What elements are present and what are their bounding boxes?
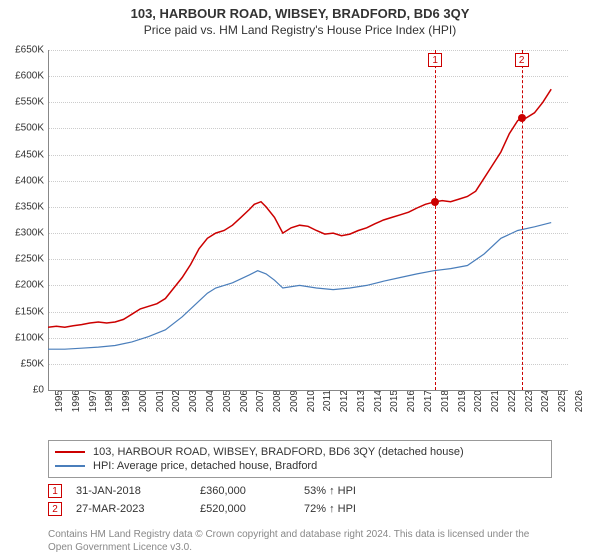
series-line-0 — [48, 89, 551, 327]
sale-marker-box: 1 — [428, 53, 442, 67]
y-tick-label: £650K — [15, 45, 48, 56]
x-tick-label: 2015 — [387, 390, 400, 412]
sale-marker-dot — [518, 114, 526, 122]
x-tick-label: 2017 — [421, 390, 434, 412]
x-tick-label: 2014 — [371, 390, 384, 412]
x-tick-label: 2020 — [471, 390, 484, 412]
x-tick-label: 2000 — [136, 390, 149, 412]
x-tick-label: 2018 — [438, 390, 451, 412]
chart-title: 103, HARBOUR ROAD, WIBSEY, BRADFORD, BD6… — [0, 0, 600, 21]
x-tick-label: 2023 — [522, 390, 535, 412]
legend-row: HPI: Average price, detached house, Brad… — [55, 459, 545, 473]
plot-area: £0£50K£100K£150K£200K£250K£300K£350K£400… — [48, 50, 568, 390]
y-tick-label: £250K — [15, 254, 48, 265]
y-tick-label: £0 — [33, 385, 48, 396]
x-tick-label: 2025 — [555, 390, 568, 412]
x-tick-label: 2009 — [287, 390, 300, 412]
y-tick-label: £100K — [15, 332, 48, 343]
x-tick-label: 2010 — [304, 390, 317, 412]
x-axis — [48, 390, 568, 391]
sale-marker-line — [435, 50, 436, 390]
sale-marker-dot — [431, 198, 439, 206]
x-tick-label: 2019 — [455, 390, 468, 412]
sale-index-box: 2 — [48, 502, 62, 516]
legend-label: 103, HARBOUR ROAD, WIBSEY, BRADFORD, BD6… — [93, 446, 464, 458]
sale-row: 1 31-JAN-2018 £360,000 53% ↑ HPI — [48, 482, 552, 500]
sale-date: 31-JAN-2018 — [76, 485, 186, 497]
chart-container: 103, HARBOUR ROAD, WIBSEY, BRADFORD, BD6… — [0, 0, 600, 560]
y-tick-label: £600K — [15, 71, 48, 82]
x-tick-label: 2026 — [572, 390, 585, 412]
y-tick-label: £500K — [15, 123, 48, 134]
x-tick-label: 2011 — [320, 390, 333, 412]
x-tick-label: 1999 — [119, 390, 132, 412]
chart-region: £0 £50K £100K £150K £200K £250K £300K £350K £400… — [0, 42, 600, 432]
x-tick-label: 1997 — [86, 390, 99, 412]
legend-row: 103, HARBOUR ROAD, WIBSEY, BRADFORD, BD6… — [55, 445, 545, 459]
y-tick-label: £200K — [15, 280, 48, 291]
sale-marker-line — [522, 50, 523, 390]
sales-table: 1 31-JAN-2018 £360,000 53% ↑ HPI 2 27-MAR-202… — [48, 482, 552, 518]
x-tick-label: 2012 — [337, 390, 350, 412]
x-tick-label: 2024 — [538, 390, 551, 412]
y-tick-label: £50K — [21, 358, 48, 369]
x-tick-label: 2007 — [253, 390, 266, 412]
legend-label: HPI: Average price, detached house, Brad… — [93, 460, 317, 472]
sale-note: 72% ↑ HPI — [304, 503, 356, 515]
legend-swatch — [55, 465, 85, 467]
x-tick-label: 1995 — [52, 390, 65, 412]
x-tick-label: 2004 — [203, 390, 216, 412]
y-tick-label: £450K — [15, 149, 48, 160]
y-tick-label: £350K — [15, 201, 48, 212]
x-tick-label: 2022 — [505, 390, 518, 412]
y-tick-label: £150K — [15, 306, 48, 317]
y-tick-label: £550K — [15, 97, 48, 108]
sale-index-box: 1 — [48, 484, 62, 498]
x-tick-label: 2021 — [488, 390, 501, 412]
legend: 103, HARBOUR ROAD, WIBSEY, BRADFORD, BD6… — [48, 440, 552, 478]
chart-subtitle: Price paid vs. HM Land Registry's House … — [0, 21, 600, 41]
sale-price: £520,000 — [200, 503, 290, 515]
sale-price: £360,000 — [200, 485, 290, 497]
y-tick-label: £300K — [15, 228, 48, 239]
legend-swatch — [55, 451, 85, 453]
footnote: Contains HM Land Registry data © Crown c… — [48, 529, 552, 554]
sale-marker-box: 2 — [515, 53, 529, 67]
series-line-1 — [48, 223, 551, 350]
x-tick-label: 2008 — [270, 390, 283, 412]
sale-date: 27-MAR-2023 — [76, 503, 186, 515]
x-tick-label: 2002 — [169, 390, 182, 412]
x-tick-label: 2016 — [404, 390, 417, 412]
x-tick-label: 1996 — [69, 390, 82, 412]
x-tick-label: 1998 — [102, 390, 115, 412]
y-tick-label: £400K — [15, 175, 48, 186]
x-tick-label: 2013 — [354, 390, 367, 412]
x-tick-label: 2003 — [186, 390, 199, 412]
series-layer — [48, 50, 568, 390]
sale-row: 2 27-MAR-2023 £520,000 72% ↑ HPI — [48, 500, 552, 518]
x-tick-label: 2001 — [153, 390, 166, 412]
x-tick-label: 2006 — [237, 390, 250, 412]
sale-note: 53% ↑ HPI — [304, 485, 356, 497]
x-tick-label: 2005 — [220, 390, 233, 412]
